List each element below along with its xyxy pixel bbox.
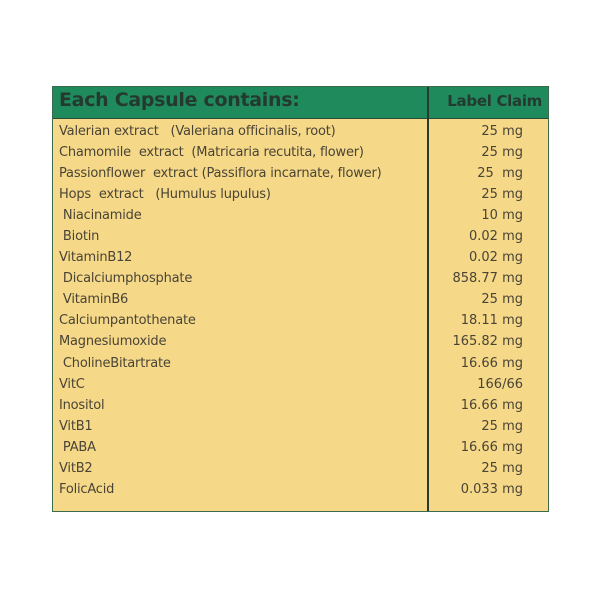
- ingredient-amount: 10 mg: [481, 208, 523, 224]
- ingredient-name: CholineBitartrate: [59, 355, 171, 371]
- table-row: Passionflower extract (Passiflora incarn…: [53, 165, 548, 186]
- column-divider: [427, 87, 429, 511]
- ingredient-amount: 16.66 mg: [460, 355, 523, 371]
- ingredient-amount: 25 mg: [481, 187, 523, 203]
- ingredient-name: Passionflower extract (Passiflora incarn…: [59, 166, 382, 182]
- table-row: FolicAcid 0.033 mg: [53, 481, 548, 502]
- ingredient-name: VitC: [59, 376, 85, 392]
- ingredient-amount: 25 mg: [481, 145, 523, 161]
- ingredient-amount: 858.77 mg: [452, 271, 523, 287]
- ingredient-amount: 16.66 mg: [460, 397, 523, 413]
- ingredient-name: Valerian extract (Valeriana officinalis,…: [59, 124, 336, 139]
- ingredient-name: VitaminB12: [59, 250, 133, 266]
- ingredient-amount: 0.02 mg: [469, 229, 523, 245]
- table-body: Valerian extract (Valeriana officinalis,…: [53, 123, 548, 502]
- table-row: VitaminB6 25 mg: [53, 291, 548, 312]
- ingredient-amount: 25 mg: [481, 292, 523, 308]
- table-row: VitC 166/66: [53, 376, 548, 397]
- table-row: Biotin 0.02 mg: [53, 228, 548, 249]
- ingredient-name: Biotin: [59, 229, 100, 245]
- ingredient-amount: 165.82 mg: [452, 334, 523, 350]
- ingredient-amount: 25 mg: [481, 460, 523, 476]
- table-row: Dicalciumphosphate 858.77 mg: [53, 270, 548, 291]
- table-row: Calciumpantothenate 18.11 mg: [53, 312, 548, 333]
- table-row: Valerian extract (Valeriana officinalis,…: [53, 123, 548, 144]
- ingredient-name: FolicAcid: [59, 481, 115, 497]
- ingredient-name: Inositol: [59, 397, 105, 413]
- ingredient-amount: 25 mg: [481, 124, 523, 139]
- ingredient-amount: 0.02 mg: [469, 250, 523, 266]
- header-label-claim: Label Claim: [447, 92, 542, 110]
- ingredient-name: Chamomile extract (Matricaria recutita, …: [59, 145, 364, 161]
- ingredient-name: Calciumpantothenate: [59, 313, 196, 329]
- ingredient-amount: 18.11 mg: [460, 313, 523, 329]
- ingredient-name: VitB1: [59, 418, 93, 434]
- ingredient-name: VitaminB6: [59, 292, 129, 308]
- ingredient-name: PABA: [59, 439, 96, 455]
- ingredient-amount: 16.66 mg: [460, 439, 523, 455]
- ingredient-name: Hops extract (Humulus lupulus): [59, 187, 271, 203]
- ingredient-name: VitB2: [59, 460, 93, 476]
- ingredient-name: Dicalciumphosphate: [59, 271, 193, 287]
- table-row: VitB2 25 mg: [53, 460, 548, 481]
- ingredient-amount: 0.033 mg: [460, 481, 523, 497]
- table-row: Inositol 16.66 mg: [53, 397, 548, 418]
- table-row: VitaminB12 0.02 mg: [53, 249, 548, 270]
- table-row: PABA 16.66 mg: [53, 439, 548, 460]
- ingredient-amount: 166/66: [477, 376, 523, 392]
- ingredient-amount: 25 mg: [477, 166, 523, 182]
- table-row: Hops extract (Humulus lupulus) 25 mg: [53, 186, 548, 207]
- ingredients-table: Each Capsule contains: Label Claim Valer…: [52, 86, 549, 512]
- table-row: CholineBitartrate 16.66 mg: [53, 355, 548, 376]
- header-title: Each Capsule contains:: [59, 89, 300, 111]
- ingredient-name: Niacinamide: [59, 208, 142, 224]
- ingredient-name: Magnesiumoxide: [59, 334, 167, 350]
- table-row: Magnesiumoxide 165.82 mg: [53, 333, 548, 354]
- table-row: Niacinamide 10 mg: [53, 207, 548, 228]
- ingredient-amount: 25 mg: [481, 418, 523, 434]
- table-row: VitB1 25 mg: [53, 418, 548, 439]
- table-row: Chamomile extract (Matricaria recutita, …: [53, 144, 548, 165]
- table-header: Each Capsule contains: Label Claim: [53, 87, 548, 119]
